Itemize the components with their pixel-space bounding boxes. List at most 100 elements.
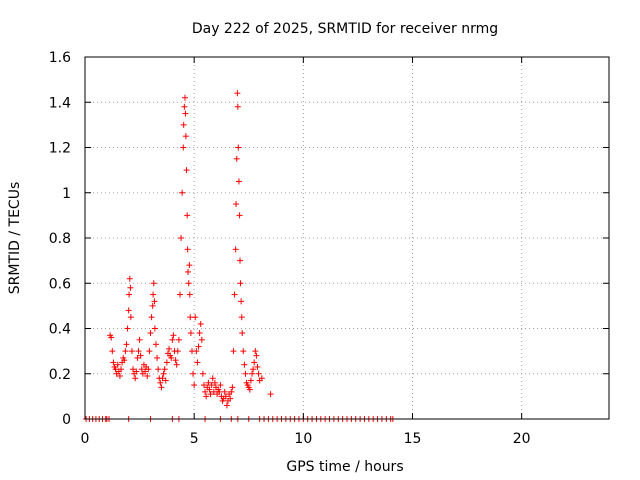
y-tick-label: 0 xyxy=(62,412,71,428)
data-point xyxy=(193,348,200,355)
data-point xyxy=(162,377,169,384)
data-point xyxy=(253,352,260,359)
data-point xyxy=(133,368,140,375)
data-point xyxy=(173,361,180,368)
data-points xyxy=(83,90,396,422)
data-point xyxy=(229,384,236,391)
data-point xyxy=(255,370,262,377)
data-point xyxy=(142,368,149,375)
data-point xyxy=(146,348,153,355)
data-point xyxy=(170,332,177,339)
x-tick-label: 15 xyxy=(404,431,422,447)
data-point xyxy=(121,357,128,364)
data-point xyxy=(227,395,234,402)
data-point xyxy=(112,366,119,373)
x-axis-label: GPS time / hours xyxy=(286,459,403,475)
data-point xyxy=(147,330,154,337)
y-tick-label: 0.4 xyxy=(49,322,71,338)
data-point xyxy=(250,366,257,373)
data-point xyxy=(158,384,165,391)
data-point xyxy=(233,201,240,208)
data-point xyxy=(190,370,197,377)
data-point xyxy=(221,388,228,395)
data-point xyxy=(231,291,238,298)
data-point xyxy=(186,262,193,269)
plot-frame xyxy=(84,56,610,420)
data-point xyxy=(138,366,145,373)
chart-title: Day 222 of 2025, SRMTID for receiver nrm… xyxy=(192,21,498,37)
data-point xyxy=(134,354,141,361)
data-point xyxy=(206,386,213,393)
data-point xyxy=(180,144,187,151)
data-point xyxy=(126,275,133,282)
data-point xyxy=(222,393,229,400)
data-point xyxy=(169,336,176,343)
data-point xyxy=(240,348,247,355)
data-point xyxy=(184,212,191,219)
data-point xyxy=(151,298,158,305)
data-point xyxy=(163,359,170,366)
data-point xyxy=(150,291,157,298)
y-tick-label: 0.6 xyxy=(49,276,71,292)
x-axis-ticks: 0 5 10 15 20 xyxy=(81,57,531,447)
data-point xyxy=(210,388,217,395)
data-point xyxy=(125,307,132,314)
data-point xyxy=(267,391,274,398)
data-point xyxy=(234,90,241,97)
data-point xyxy=(151,325,158,332)
data-point xyxy=(127,284,134,291)
data-point xyxy=(199,370,206,377)
data-point xyxy=(149,302,156,309)
data-point xyxy=(232,246,239,253)
data-point xyxy=(179,189,186,196)
data-point xyxy=(116,373,123,380)
data-point xyxy=(109,348,116,355)
data-point xyxy=(185,280,192,287)
data-point xyxy=(252,348,259,355)
data-point xyxy=(155,366,162,373)
data-point xyxy=(152,341,159,348)
x-tick-label: 5 xyxy=(190,431,199,447)
data-point xyxy=(178,235,185,241)
data-point xyxy=(160,370,167,377)
data-point xyxy=(239,330,246,337)
data-point xyxy=(123,341,130,348)
data-point xyxy=(181,94,188,101)
data-point xyxy=(154,354,161,361)
data-point xyxy=(182,110,189,117)
data-point xyxy=(203,393,210,400)
data-point xyxy=(157,379,164,386)
data-point xyxy=(183,167,190,174)
data-point xyxy=(144,373,151,380)
data-point xyxy=(197,320,204,327)
gridlines xyxy=(85,57,609,419)
data-point xyxy=(205,379,212,386)
data-point xyxy=(114,361,121,368)
data-point xyxy=(202,388,209,395)
data-point xyxy=(136,336,143,343)
data-point xyxy=(198,336,205,343)
y-axis-label: SRMTID / TECUs xyxy=(7,182,23,295)
data-point xyxy=(135,348,142,355)
data-point xyxy=(233,155,240,162)
data-point xyxy=(209,375,216,382)
data-point xyxy=(195,343,202,350)
x-tick-label: 0 xyxy=(81,431,90,447)
data-point xyxy=(251,359,258,366)
data-point xyxy=(122,348,129,355)
data-point xyxy=(174,348,181,355)
data-point xyxy=(145,366,152,373)
y-tick-label: 0.2 xyxy=(49,367,71,383)
data-point xyxy=(172,357,179,364)
data-point xyxy=(238,298,245,305)
data-point xyxy=(242,370,249,377)
data-point xyxy=(191,382,198,389)
data-point xyxy=(241,361,248,368)
data-point xyxy=(223,402,230,409)
data-point xyxy=(186,291,193,298)
data-point xyxy=(161,366,168,373)
data-point xyxy=(237,257,244,264)
data-point xyxy=(192,314,199,321)
data-point xyxy=(159,375,166,382)
